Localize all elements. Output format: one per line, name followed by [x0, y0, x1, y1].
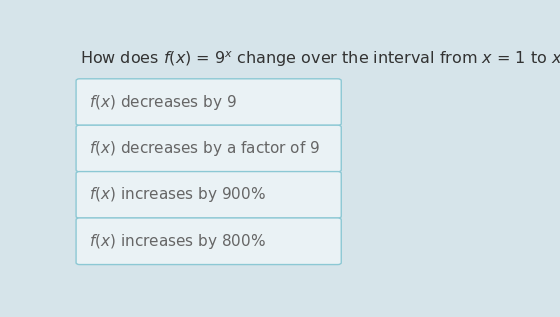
FancyBboxPatch shape [76, 125, 341, 172]
Text: $\it{f(x)}$ decreases by a factor of 9: $\it{f(x)}$ decreases by a factor of 9 [89, 139, 320, 158]
FancyBboxPatch shape [76, 218, 341, 265]
Text: $\it{f(x)}$ increases by 800%: $\it{f(x)}$ increases by 800% [89, 232, 266, 251]
Text: How does $\it{f(x)}$ = 9$^x$ change over the interval from $\it{x}$ = 1 to $\it{: How does $\it{f(x)}$ = 9$^x$ change over… [80, 49, 560, 68]
FancyBboxPatch shape [76, 171, 341, 218]
Text: $\it{f(x)}$ decreases by 9: $\it{f(x)}$ decreases by 9 [89, 93, 237, 112]
Text: $\it{f(x)}$ increases by 900%: $\it{f(x)}$ increases by 900% [89, 185, 266, 204]
FancyBboxPatch shape [76, 79, 341, 126]
